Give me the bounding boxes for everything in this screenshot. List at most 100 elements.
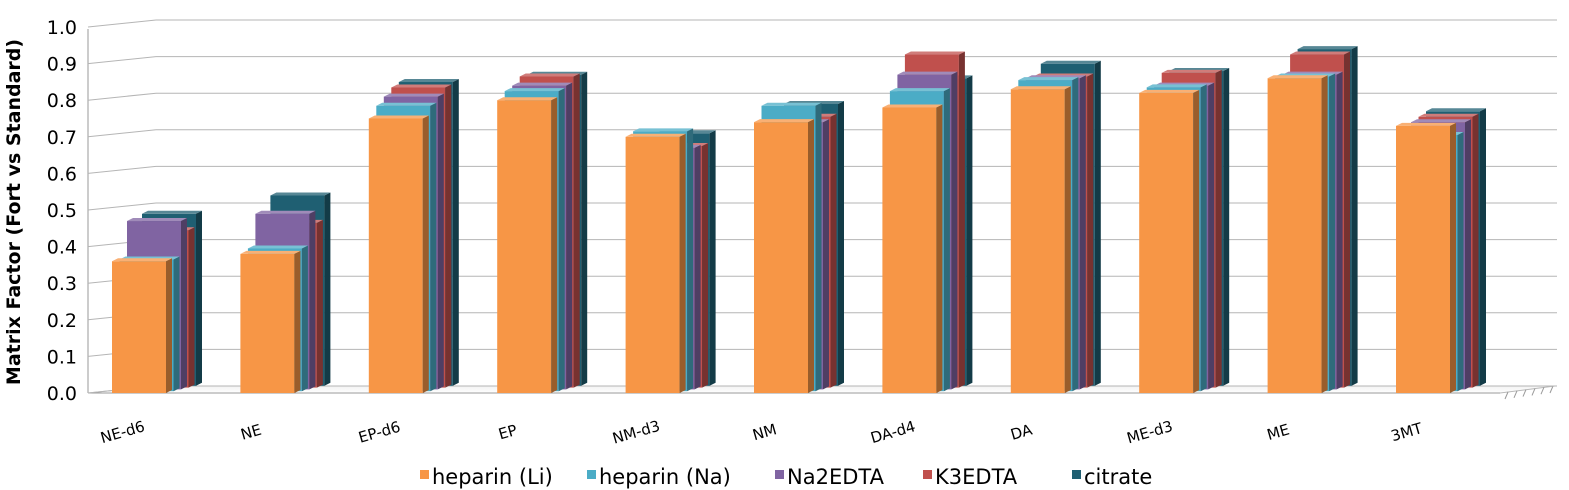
- legend-item: heparin (Li): [420, 465, 553, 489]
- bar-ne-d6-heparin-li-: [112, 258, 172, 393]
- legend: heparin (Li) heparin (Na) Na2EDTA K3EDTA cit…: [420, 465, 1152, 489]
- bar-front-face: [497, 100, 552, 393]
- legend-item: K3EDTA: [923, 465, 1018, 489]
- gridline-diagonal: [87, 92, 157, 101]
- x-tick-label: 3MT: [1389, 419, 1425, 445]
- bar-side-face: [1480, 108, 1486, 386]
- bar-side-face: [823, 119, 829, 390]
- bar-side-face: [573, 73, 580, 388]
- y-tick-label: 0.3: [47, 273, 77, 295]
- bar-top-face: [142, 210, 202, 214]
- bar-side-face: [1450, 122, 1456, 393]
- bar-side-face: [838, 100, 844, 386]
- legend-label: K3EDTA: [935, 465, 1018, 489]
- bar-top-face: [1146, 84, 1207, 88]
- legend-swatch: [1072, 470, 1081, 479]
- legend-label: citrate: [1084, 465, 1152, 489]
- bar-side-face: [830, 113, 837, 388]
- floor-hatch: [1540, 387, 1545, 395]
- bar-top-face: [519, 73, 580, 77]
- bar-da-heparin-li-: [1010, 86, 1071, 393]
- bar-side-face: [551, 97, 558, 393]
- bar-side-face: [1329, 73, 1336, 392]
- bar-3mt-heparin-li-: [1396, 122, 1456, 393]
- bar-top-face: [625, 133, 686, 137]
- bar-side-face: [936, 104, 943, 394]
- bar-nm-d3-heparin-li-: [625, 133, 686, 394]
- y-tick-label: 0.2: [47, 310, 77, 332]
- bar-front-face: [1267, 78, 1322, 394]
- bar-top-face: [1139, 89, 1200, 93]
- bar-top-face: [1161, 69, 1222, 73]
- bar-front-face: [1010, 89, 1065, 393]
- bar-me-heparin-li-: [1267, 75, 1328, 394]
- bar-top-face: [270, 192, 331, 196]
- bar-side-face: [316, 219, 323, 388]
- legend-item: heparin (Na): [587, 465, 731, 489]
- bar-side-face: [1465, 119, 1471, 390]
- bar-top-face: [904, 51, 965, 55]
- bar-side-face: [309, 210, 316, 390]
- bar-top-face: [255, 210, 316, 214]
- bar-side-face: [1344, 51, 1351, 388]
- x-tick-label: NM-d3: [610, 417, 662, 448]
- y-axis-label: Matrix Factor (Fort vs Standard): [3, 39, 25, 385]
- bar-side-face: [166, 258, 172, 393]
- bar-side-face: [566, 82, 573, 390]
- bar-side-face: [301, 245, 308, 392]
- floor-hatch: [1513, 390, 1518, 398]
- x-tick-label: ME: [1265, 420, 1292, 443]
- bar-nm-heparin-li-: [754, 119, 814, 393]
- bar-front-face: [240, 253, 295, 393]
- bar-top-face: [1411, 119, 1471, 123]
- gridline-diagonal: [87, 165, 157, 174]
- floor-hatch: [1522, 389, 1527, 397]
- bar-top-face: [882, 104, 943, 108]
- bar-side-face: [430, 102, 437, 392]
- bar-top-face: [368, 115, 429, 119]
- bar-front-face: [882, 107, 937, 394]
- bar-top-face: [240, 250, 301, 254]
- bar-top-face: [1010, 86, 1071, 90]
- bar-side-face: [1321, 75, 1328, 394]
- floor-hatch: [1531, 388, 1536, 396]
- y-tick-label: 0.0: [47, 383, 77, 405]
- y-tick-label: 0.4: [47, 237, 77, 259]
- legend-label: Na2EDTA: [787, 465, 885, 489]
- bar-top-face: [391, 84, 452, 88]
- bar-side-face: [324, 192, 331, 386]
- bar-front-face: [754, 122, 808, 393]
- bar-top-face: [897, 71, 958, 75]
- bar-top-face: [1018, 77, 1079, 81]
- bar-top-face: [1040, 60, 1101, 64]
- gridline-diagonal: [87, 202, 157, 211]
- gridline-diagonal: [87, 129, 157, 138]
- y-tick-label: 0.8: [47, 90, 77, 112]
- bar-side-face: [1087, 73, 1094, 388]
- bar-side-face: [181, 218, 187, 390]
- bar-top-face: [127, 218, 187, 222]
- y-tick-label: 1.0: [47, 17, 77, 39]
- bar-side-face: [196, 210, 202, 386]
- legend-swatch: [420, 470, 429, 479]
- bar-top-face: [112, 258, 172, 262]
- bar-side-face: [1215, 69, 1222, 388]
- bar-side-face: [679, 133, 686, 394]
- legend-swatch: [923, 470, 932, 479]
- gridline-diagonal: [87, 19, 157, 28]
- bar-top-face: [497, 97, 558, 101]
- bar-top-face: [1297, 46, 1358, 50]
- bar-me-d3-heparin-li-: [1139, 89, 1200, 393]
- bar-side-face: [1079, 75, 1086, 390]
- bar-side-face: [958, 51, 965, 388]
- bar-side-face: [951, 71, 958, 390]
- bar-front-face: [1396, 125, 1450, 393]
- bar-ne-heparin-li-: [240, 250, 301, 393]
- bar-side-face: [581, 71, 588, 386]
- gridline-diagonal: [87, 56, 157, 65]
- bar-top-face: [633, 128, 694, 132]
- bar-top-face: [1426, 108, 1486, 112]
- bar-side-face: [1094, 60, 1101, 386]
- bar-side-face: [422, 115, 429, 393]
